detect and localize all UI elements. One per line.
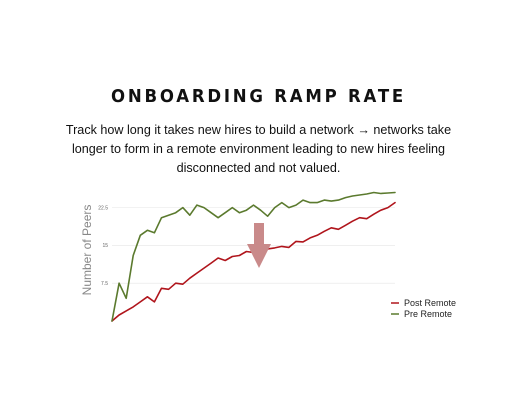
slide-title: ONBOARDING RAMP RATE: [111, 86, 406, 107]
chart-svg: 7.5 15 22.5 Number of Peers Post RemotePre…: [80, 191, 456, 322]
slide-subtitle: Track how long it takes new hires to bui…: [65, 123, 452, 175]
chart-annotation: [247, 223, 271, 268]
y-axis-ticks: 7.5 15 22.5: [98, 205, 108, 287]
y-tick-label: 7.5: [101, 281, 108, 287]
legend-label: Post Remote: [404, 298, 456, 308]
series-line-pre-remote: [111, 191, 396, 322]
legend-label: Pre Remote: [404, 309, 452, 319]
down-arrow-icon: [247, 223, 271, 268]
series-line-post-remote: [111, 201, 396, 322]
y-tick-label: 15: [102, 243, 108, 249]
y-axis-label: Number of Peers: [80, 205, 94, 296]
ramp-rate-chart: 7.5 15 22.5 Number of Peers Post Remote Pre…: [0, 190, 517, 330]
y-tick-label: 22.5: [98, 205, 108, 211]
